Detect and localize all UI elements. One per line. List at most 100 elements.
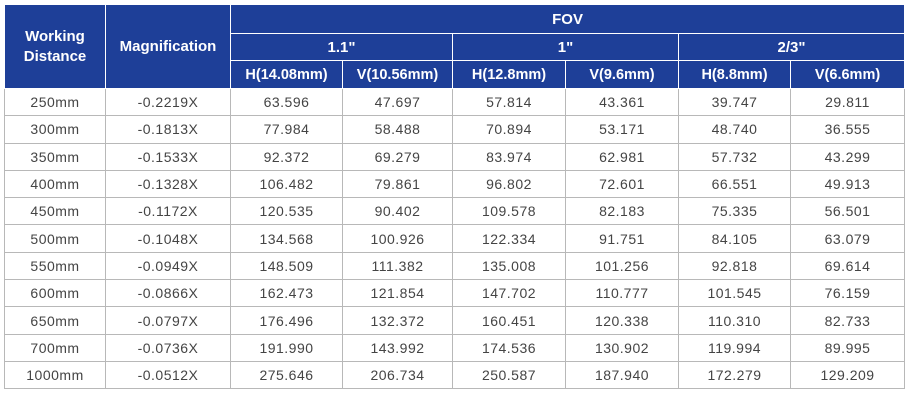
cell: 110.310 <box>678 306 791 335</box>
data-row: 700mm -0.0736X 191.990 143.992 174.536 130.90… <box>4 333 906 362</box>
cell: 75.335 <box>678 197 791 226</box>
cell: 56.501 <box>789 197 906 226</box>
fov-table: Working Distance Magnification FOV 1.1" 1" 2/… <box>4 4 906 390</box>
cell: -0.1172X <box>105 197 231 226</box>
cell: 120.535 <box>230 197 343 226</box>
header-row: H(14.08mm) V(10.56mm) H(12.8mm) V(9.6mm) H(8… <box>5 60 906 89</box>
cell: 121.854 <box>342 279 453 308</box>
cell: 110.777 <box>565 279 679 308</box>
cell: 90.402 <box>342 197 453 226</box>
cell: 135.008 <box>452 251 566 281</box>
axis-header: V(6.6mm) <box>789 60 906 89</box>
cell: 122.334 <box>452 224 566 253</box>
data-row: 1000mm -0.0512X 275.646 206.734 250.587 187.9… <box>4 360 906 390</box>
cell: 79.861 <box>342 169 453 199</box>
cell: 350mm <box>4 142 106 171</box>
cell: 39.747 <box>678 87 791 117</box>
cell: 63.079 <box>789 224 906 253</box>
cell: 82.183 <box>565 197 679 226</box>
cell: 250mm <box>4 87 106 117</box>
cell: 162.473 <box>230 279 343 308</box>
cell: 129.209 <box>789 360 906 390</box>
cell: -0.0866X <box>105 279 231 308</box>
cell: 29.811 <box>789 87 906 117</box>
sensor-header: 1.1" <box>230 33 453 61</box>
axis-header: V(10.56mm) <box>342 60 453 89</box>
cell: 160.451 <box>452 306 566 335</box>
axis-header: V(9.6mm) <box>565 60 679 89</box>
cell: 48.740 <box>678 115 791 144</box>
cell: 176.496 <box>230 306 343 335</box>
cell: 650mm <box>4 306 106 335</box>
cell: -0.1533X <box>105 142 231 171</box>
cell: -0.1328X <box>105 169 231 199</box>
cell: 206.734 <box>342 360 453 390</box>
cell: 91.751 <box>565 224 679 253</box>
cell: 172.279 <box>678 360 791 390</box>
axis-header: H(8.8mm) <box>678 60 791 89</box>
axis-header: H(12.8mm) <box>452 60 566 89</box>
cell: 62.981 <box>565 142 679 171</box>
cell: 700mm <box>4 333 106 362</box>
header-row: 1.1" 1" 2/3" <box>5 33 906 61</box>
cell: 76.159 <box>789 279 906 308</box>
cell: 43.299 <box>789 142 906 171</box>
cell: 120.338 <box>565 306 679 335</box>
cell: 70.894 <box>452 115 566 144</box>
sensor-header: 2/3" <box>677 33 906 61</box>
cell: 83.974 <box>452 142 566 171</box>
cell: 132.372 <box>342 306 453 335</box>
data-row: 500mm -0.1048X 134.568 100.926 122.334 91.751… <box>4 224 906 253</box>
cell: 500mm <box>4 224 106 253</box>
cell: 187.940 <box>565 360 679 390</box>
fov-header: FOV <box>229 4 906 34</box>
cell: 69.614 <box>789 251 906 281</box>
table-header: Working Distance Magnification FOV 1.1" 1" 2/… <box>4 4 906 89</box>
cell: 92.818 <box>678 251 791 281</box>
data-row: 250mm -0.2219X 63.596 47.697 57.814 43.361 39.… <box>4 87 906 117</box>
cell: 101.545 <box>678 279 791 308</box>
cell: 450mm <box>4 197 106 226</box>
cell: -0.0949X <box>105 251 231 281</box>
cell: 275.646 <box>230 360 343 390</box>
cell: 84.105 <box>678 224 791 253</box>
cell: 77.984 <box>230 115 343 144</box>
data-row: 300mm -0.1813X 77.984 58.488 70.894 53.171 48.… <box>4 115 906 144</box>
cell: 69.279 <box>342 142 453 171</box>
data-row: 400mm -0.1328X 106.482 79.861 96.802 72.601 66… <box>4 169 906 199</box>
cell: 89.995 <box>789 333 906 362</box>
cell: 101.256 <box>565 251 679 281</box>
cell: 130.902 <box>565 333 679 362</box>
axis-header: H(14.08mm) <box>230 60 343 89</box>
header-row: Working Distance Magnification FOV <box>4 4 906 89</box>
cell: 82.733 <box>789 306 906 335</box>
table-body: 250mm -0.2219X 63.596 47.697 57.814 43.361 39.… <box>4 87 906 390</box>
cell: 600mm <box>4 279 106 308</box>
sensor-header: 1" <box>452 33 679 61</box>
data-row: 550mm -0.0949X 148.509 111.382 135.008 101.25… <box>4 251 906 281</box>
cell: 92.372 <box>230 142 343 171</box>
cell: 72.601 <box>565 169 679 199</box>
cell: 1000mm <box>4 360 106 390</box>
cell: 250.587 <box>452 360 566 390</box>
cell: 134.568 <box>230 224 343 253</box>
data-row: 650mm -0.0797X 176.496 132.372 160.451 120.33… <box>4 306 906 335</box>
cell: 174.536 <box>452 333 566 362</box>
cell: 57.732 <box>678 142 791 171</box>
cell: -0.0797X <box>105 306 231 335</box>
cell: 300mm <box>4 115 106 144</box>
cell: -0.1048X <box>105 224 231 253</box>
cell: -0.0736X <box>105 333 231 362</box>
cell: 96.802 <box>452 169 566 199</box>
cell: 49.913 <box>789 169 906 199</box>
cell: -0.0512X <box>105 360 231 390</box>
cell: 119.994 <box>678 333 791 362</box>
data-row: 600mm -0.0866X 162.473 121.854 147.702 110.77… <box>4 279 906 308</box>
data-row: 450mm -0.1172X 120.535 90.402 109.578 82.183 7… <box>4 197 906 226</box>
cell: 36.555 <box>789 115 906 144</box>
cell: 143.992 <box>342 333 453 362</box>
cell: 57.814 <box>452 87 566 117</box>
magnification-header: Magnification <box>105 4 231 89</box>
cell: 53.171 <box>565 115 679 144</box>
